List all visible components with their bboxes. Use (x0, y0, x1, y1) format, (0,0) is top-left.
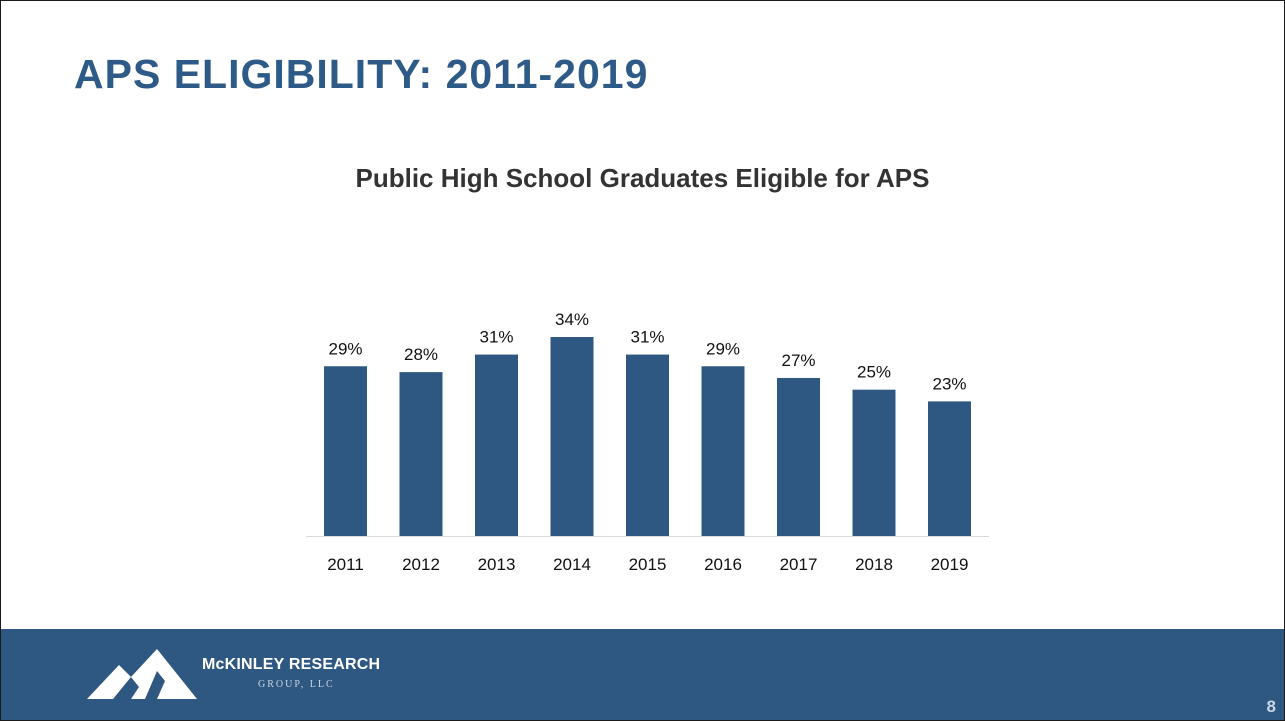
x-tick-label-2018: 2018 (855, 555, 893, 574)
x-tick-label-2015: 2015 (629, 555, 667, 574)
bar-2019 (928, 401, 971, 536)
bar-2015 (626, 354, 669, 536)
data-label-2011: 29% (328, 339, 362, 358)
data-label-2012: 28% (404, 345, 438, 364)
x-tick-label-2014: 2014 (553, 555, 591, 574)
bar-2011 (324, 366, 367, 536)
bar-2016 (701, 366, 745, 536)
bar-chart: 29% 2011 28% 2012 31% 2013 34% 2014 31% 2015 29% 20… (306, 310, 989, 574)
x-tick-label-2017: 2017 (780, 555, 818, 574)
mountain-logo-icon (87, 649, 197, 699)
bar-2017 (777, 377, 820, 536)
x-tick-label-2012: 2012 (402, 555, 440, 574)
company-suffix: GROUP, LLC (258, 679, 335, 690)
chart-title: Public High School Graduates Eligible fo… (355, 163, 930, 193)
bar-2013 (475, 354, 518, 536)
data-label-2019: 23% (932, 374, 966, 393)
x-tick-label-2011: 2011 (327, 555, 364, 574)
bar-2014 (550, 337, 594, 536)
x-tick-label-2013: 2013 (478, 555, 516, 574)
slide-title: APS ELIGIBILITY: 2011-2019 (74, 51, 649, 97)
company-name: McKINLEY RESEARCH (202, 656, 381, 673)
page-number: 8 (1266, 697, 1276, 716)
data-label-2018: 25% (857, 363, 891, 382)
data-label-2013: 31% (479, 328, 513, 347)
x-tick-label-2016: 2016 (704, 555, 742, 574)
bar-2012 (399, 372, 443, 536)
data-label-2017: 27% (781, 351, 815, 370)
data-label-2014: 34% (555, 310, 589, 329)
data-label-2015: 31% (630, 328, 664, 347)
data-label-2016: 29% (706, 339, 740, 358)
x-tick-label-2019: 2019 (931, 555, 969, 574)
footer-band (1, 629, 1284, 720)
bar-2018 (852, 389, 896, 536)
